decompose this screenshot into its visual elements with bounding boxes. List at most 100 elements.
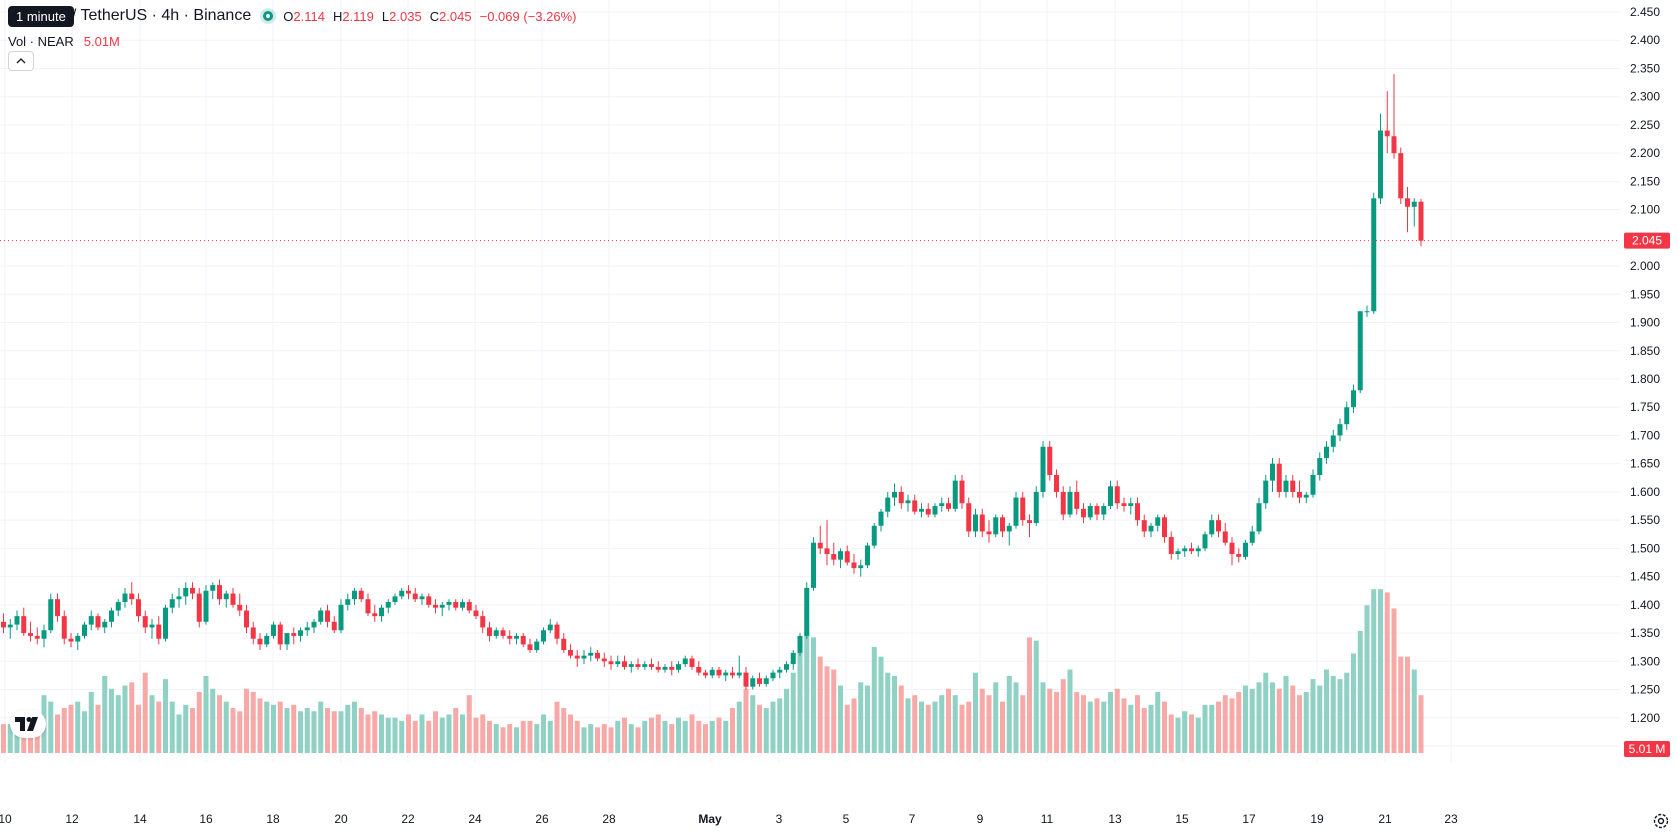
candle <box>655 661 661 673</box>
candle-body <box>1074 491 1080 509</box>
candle <box>1351 384 1356 413</box>
candle-body <box>460 602 465 608</box>
candle <box>48 593 54 634</box>
candle-body <box>21 616 27 634</box>
candle-body <box>412 593 418 600</box>
candle-body <box>1155 517 1161 526</box>
volume-bar <box>304 708 310 753</box>
candle <box>14 610 20 631</box>
volume-bar <box>325 708 330 753</box>
candle-body <box>1081 508 1086 518</box>
candle <box>61 610 67 645</box>
price-scale[interactable]: 2.450 2.400 2.350 2.300 2.250 2.200 2.150 2.100… <box>1630 5 1660 753</box>
candle <box>115 599 121 617</box>
candle-body <box>1054 474 1059 492</box>
legend-main: 1 minute / TetherUS · 4h · Binance O 2.11… <box>8 5 576 27</box>
volume-bar <box>338 711 344 753</box>
candle-body <box>797 635 803 653</box>
interval-tooltip: 1 minute <box>8 5 74 27</box>
candle <box>237 593 243 617</box>
volume-bar <box>1384 592 1390 753</box>
volume-label[interactable]: Vol · NEAR <box>8 33 74 49</box>
candle-body <box>68 638 74 642</box>
candle-body <box>1 621 6 628</box>
volume-bar <box>1060 679 1066 753</box>
candle-body <box>601 658 607 662</box>
time-tick-label: May <box>698 812 722 826</box>
candle <box>709 666 715 679</box>
volume-bar <box>203 675 209 753</box>
volume-bar <box>1148 704 1154 753</box>
candle-body <box>662 666 668 670</box>
volume-bar <box>1276 688 1282 753</box>
candle <box>487 621 492 642</box>
candle <box>453 599 459 611</box>
volume-bar <box>439 717 445 753</box>
market-status-icon[interactable] <box>263 11 274 21</box>
volume-bar <box>743 688 749 753</box>
candle-body <box>28 633 33 636</box>
volume-bar <box>655 714 661 753</box>
collapse-legend-button[interactable] <box>8 51 34 71</box>
volume-bar <box>1364 605 1370 753</box>
candle-body <box>1249 531 1255 543</box>
candle-body <box>1195 548 1201 552</box>
volume-bar <box>871 647 877 753</box>
candle-body <box>426 596 432 605</box>
time-tick-label: 14 <box>133 812 147 826</box>
volume-bar <box>244 688 249 753</box>
candle <box>244 604 249 634</box>
volume-bar <box>561 708 567 753</box>
time-scale[interactable]: 10 12 14 16 18 20 22 24 26 28 May 3 5 7 9 11 13 15 17 19 21 2… <box>0 812 1458 826</box>
candle <box>750 675 756 690</box>
candle <box>986 520 992 543</box>
candle <box>541 627 546 645</box>
volume-bar <box>1054 691 1059 753</box>
gear-icon[interactable] <box>1652 812 1670 830</box>
candle-body <box>1357 311 1363 391</box>
candle-body <box>1013 497 1019 526</box>
candle-body <box>723 672 729 676</box>
candle <box>520 633 526 648</box>
candle <box>912 494 918 515</box>
candle-body <box>1324 446 1329 459</box>
candle-body <box>190 587 195 594</box>
candle-body <box>109 610 114 622</box>
volume-bar <box>466 695 472 753</box>
candle <box>284 633 290 651</box>
candle-body <box>1378 130 1383 199</box>
volume-bar <box>149 695 155 753</box>
candle-body <box>763 678 769 684</box>
volume-bar <box>230 708 236 753</box>
candle-body <box>1256 503 1262 532</box>
candle <box>858 559 864 577</box>
candle-body <box>561 638 567 651</box>
volume-bar <box>1216 701 1221 753</box>
volume-bar <box>1121 698 1127 753</box>
candle <box>1148 522 1154 538</box>
volume-bar <box>730 708 735 753</box>
candle <box>1020 491 1026 526</box>
price-tick-label: 1.950 <box>1630 287 1660 301</box>
candle-body <box>1033 491 1039 523</box>
volume-bar <box>689 714 695 753</box>
symbol-title[interactable]: / TetherUS · 4h · Binance <box>71 7 252 24</box>
candle <box>217 579 222 605</box>
volume-bar <box>770 701 776 753</box>
close-key: C <box>429 8 440 24</box>
tradingview-logo-icon[interactable] <box>10 710 46 738</box>
candle <box>1054 469 1059 498</box>
price-tick-label: 1.200 <box>1630 711 1660 725</box>
volume-bar <box>1162 701 1167 753</box>
candle-body <box>1270 463 1275 481</box>
chevron-up-icon <box>16 58 26 64</box>
candle-body <box>527 644 533 651</box>
candle-body <box>912 500 918 512</box>
volume-badge: 5.01 M <box>1624 741 1670 757</box>
candle-body <box>1391 136 1397 154</box>
volume-bar <box>1128 704 1134 753</box>
candle-body <box>352 590 357 600</box>
candle <box>716 666 722 679</box>
price-tick-label: 1.700 <box>1630 428 1660 442</box>
